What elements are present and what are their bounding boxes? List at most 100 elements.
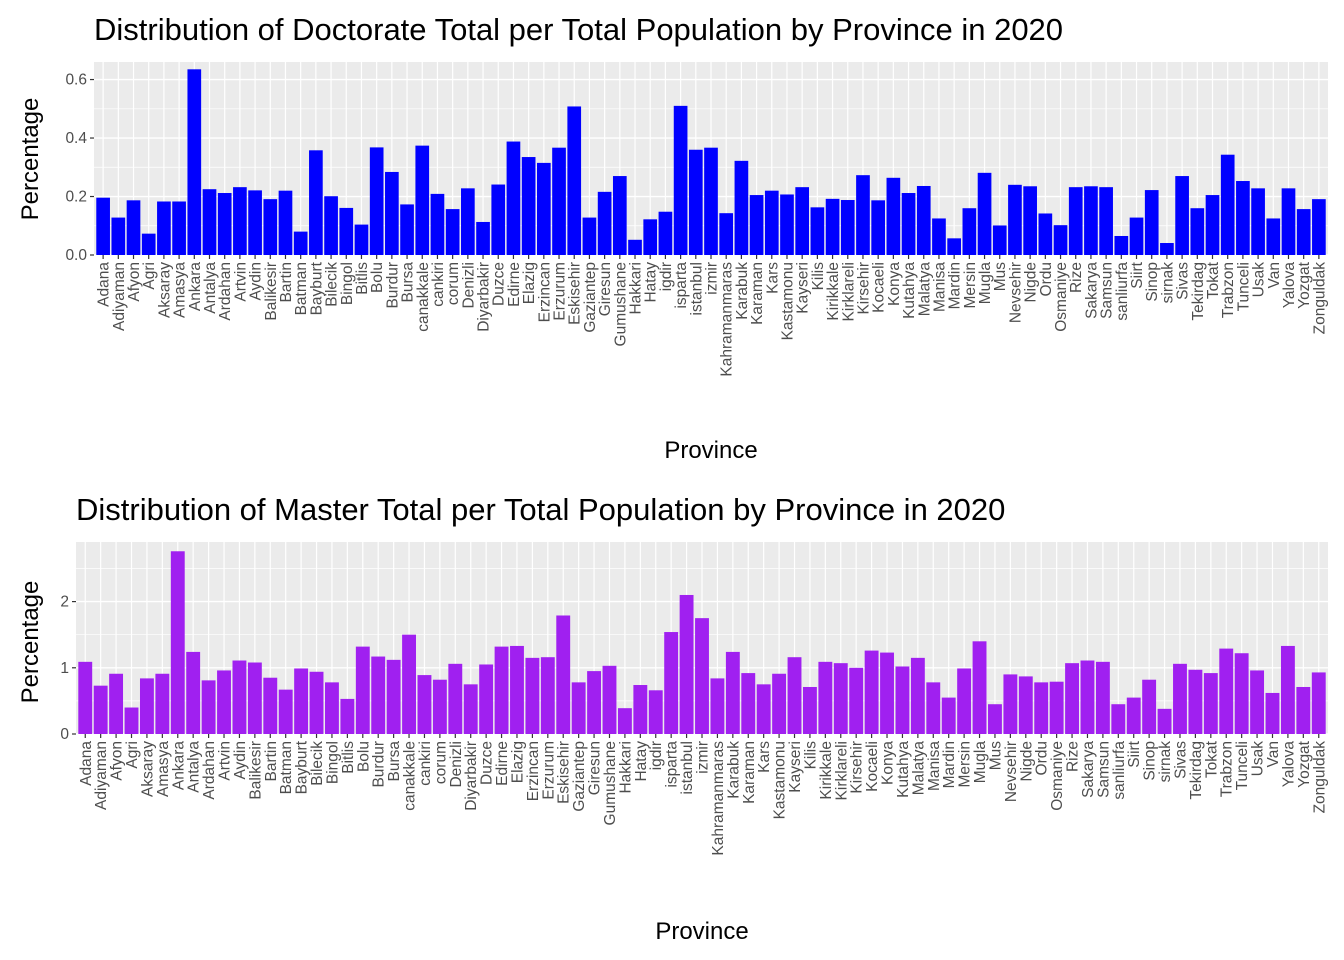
bar-igdir	[648, 690, 663, 734]
x-tick-label: Tunceli	[1235, 262, 1252, 311]
x-tick-label: Bilecik	[324, 262, 341, 307]
bar-mersin	[957, 668, 972, 734]
x-tick-label: Kilis	[810, 262, 827, 291]
x-tick-label: Usak	[1250, 741, 1267, 777]
bar-adana	[96, 197, 110, 255]
bar-yozgat	[1296, 209, 1311, 255]
x-tick-label: corum	[445, 262, 462, 305]
x-tick-label: Mersin	[957, 741, 974, 788]
bar-cankiri	[430, 193, 445, 255]
x-tick-label: Nevsehir	[1003, 741, 1020, 802]
x-tick-label: Mugla	[977, 262, 994, 305]
x-tick-label: Tekirdag	[1188, 741, 1205, 800]
x-tick-label: Zonguldak	[1311, 741, 1328, 814]
bar-kastamonu	[772, 673, 787, 734]
x-tick-label: Ankara	[170, 741, 187, 790]
x-tick-label: Sinop	[1142, 741, 1159, 781]
bar-gumushane	[602, 665, 617, 734]
bar-nigde	[1018, 676, 1033, 734]
x-tick-label: Bingol	[339, 262, 356, 305]
x-tick-label: Amasya	[155, 741, 172, 797]
bar-hakkari	[628, 239, 642, 255]
doctorate-y-axis-title: Percentage	[17, 98, 44, 221]
x-tick-label: sirnak	[1157, 741, 1174, 783]
x-tick-label: Elazig	[509, 741, 526, 783]
bar-trabzon	[1219, 648, 1234, 734]
bar-istanbul	[688, 149, 703, 255]
bar-nevsehir	[1003, 674, 1018, 734]
x-tick-label: Gumushane	[612, 262, 629, 346]
x-tick-label: Siirt	[1129, 261, 1146, 288]
bar-van	[1266, 218, 1281, 255]
bar-bolu	[369, 147, 384, 255]
x-tick-label: izmir	[704, 262, 721, 295]
bar-zonguldak	[1311, 672, 1326, 734]
x-tick-label: Artvin	[217, 741, 234, 781]
x-tick-label: Hatay	[633, 741, 650, 782]
x-tick-label: Kayseri	[787, 741, 804, 793]
x-tick-label: Aydin	[248, 262, 265, 301]
bar-izmir	[695, 618, 709, 734]
bar-ankara	[170, 551, 185, 734]
bar-mersin	[962, 208, 977, 255]
x-tick-label: Kahramanmaras	[719, 262, 736, 377]
bar-antalya	[186, 651, 201, 734]
x-tick-label: Konya	[880, 741, 897, 785]
bar-samsun	[1099, 187, 1113, 255]
bar-van	[1265, 692, 1280, 734]
x-tick-label: Agri	[141, 262, 158, 290]
bar-giresun	[587, 671, 602, 734]
bar-afyon	[126, 200, 141, 255]
bar-bayburt	[309, 150, 323, 255]
bar-nevsehir	[1008, 184, 1022, 255]
bar-kilis	[802, 686, 817, 734]
bar-duzce	[491, 184, 506, 255]
x-tick-label: Osmaniye	[1053, 262, 1070, 332]
doctorate-chart-title: Distribution of Doctorate Total per Tota…	[94, 12, 1063, 47]
bar-afyon	[109, 673, 124, 734]
x-tick-label: Rize	[1065, 741, 1082, 772]
bar-igdir	[658, 211, 673, 255]
x-tick-label: Trabzon	[1219, 741, 1236, 797]
bar-sakarya	[1084, 186, 1098, 255]
x-tick-label: Aksaray	[156, 262, 173, 318]
x-tick-label: isparta	[673, 262, 690, 309]
bar-adiyaman	[111, 217, 126, 255]
bar-amasya	[172, 201, 186, 255]
x-tick-label: Nigde	[1023, 262, 1040, 303]
bar-sirnak	[1157, 708, 1172, 734]
bar-balikesir	[247, 662, 262, 734]
y-tick-label: 0	[60, 726, 69, 743]
bar-kars	[764, 190, 779, 255]
bar-osmaniye	[1053, 225, 1068, 255]
bar-sinop	[1142, 679, 1157, 734]
x-tick-label: Edirne	[506, 262, 523, 307]
x-tick-label: Karaman	[741, 741, 758, 804]
bar-diyarbakir	[463, 684, 478, 734]
x-tick-label: Bartin	[263, 741, 280, 782]
bar-mugla	[972, 641, 987, 734]
x-tick-label: Kastamonu	[779, 262, 796, 340]
bar-kayseri	[787, 657, 802, 734]
bar-artvin	[217, 670, 231, 734]
bar-edirne	[494, 646, 509, 734]
x-tick-label: Denizli	[448, 741, 465, 788]
x-tick-label: Trabzon	[1220, 262, 1237, 318]
bar-konya	[880, 652, 894, 734]
x-tick-label: Adiyaman	[93, 741, 110, 810]
bar-sanliurfa	[1114, 235, 1129, 255]
bar-balikesir	[263, 199, 278, 255]
x-tick-label: Yozgat	[1296, 740, 1313, 788]
x-tick-label: corum	[432, 741, 449, 784]
x-tick-label: Balikesir	[247, 741, 264, 800]
x-tick-label: sirnak	[1159, 262, 1176, 304]
x-tick-label: Mersin	[962, 262, 979, 309]
bar-kilis	[810, 207, 825, 255]
master-y-axis-title: Percentage	[17, 581, 44, 704]
bar-hatay	[633, 685, 648, 734]
x-tick-label: Bartin	[278, 262, 295, 303]
bar-aksaray	[157, 201, 171, 255]
x-tick-label: Yozgat	[1296, 261, 1313, 309]
bar-bartin	[278, 190, 293, 255]
bar-sanliurfa	[1111, 704, 1126, 734]
